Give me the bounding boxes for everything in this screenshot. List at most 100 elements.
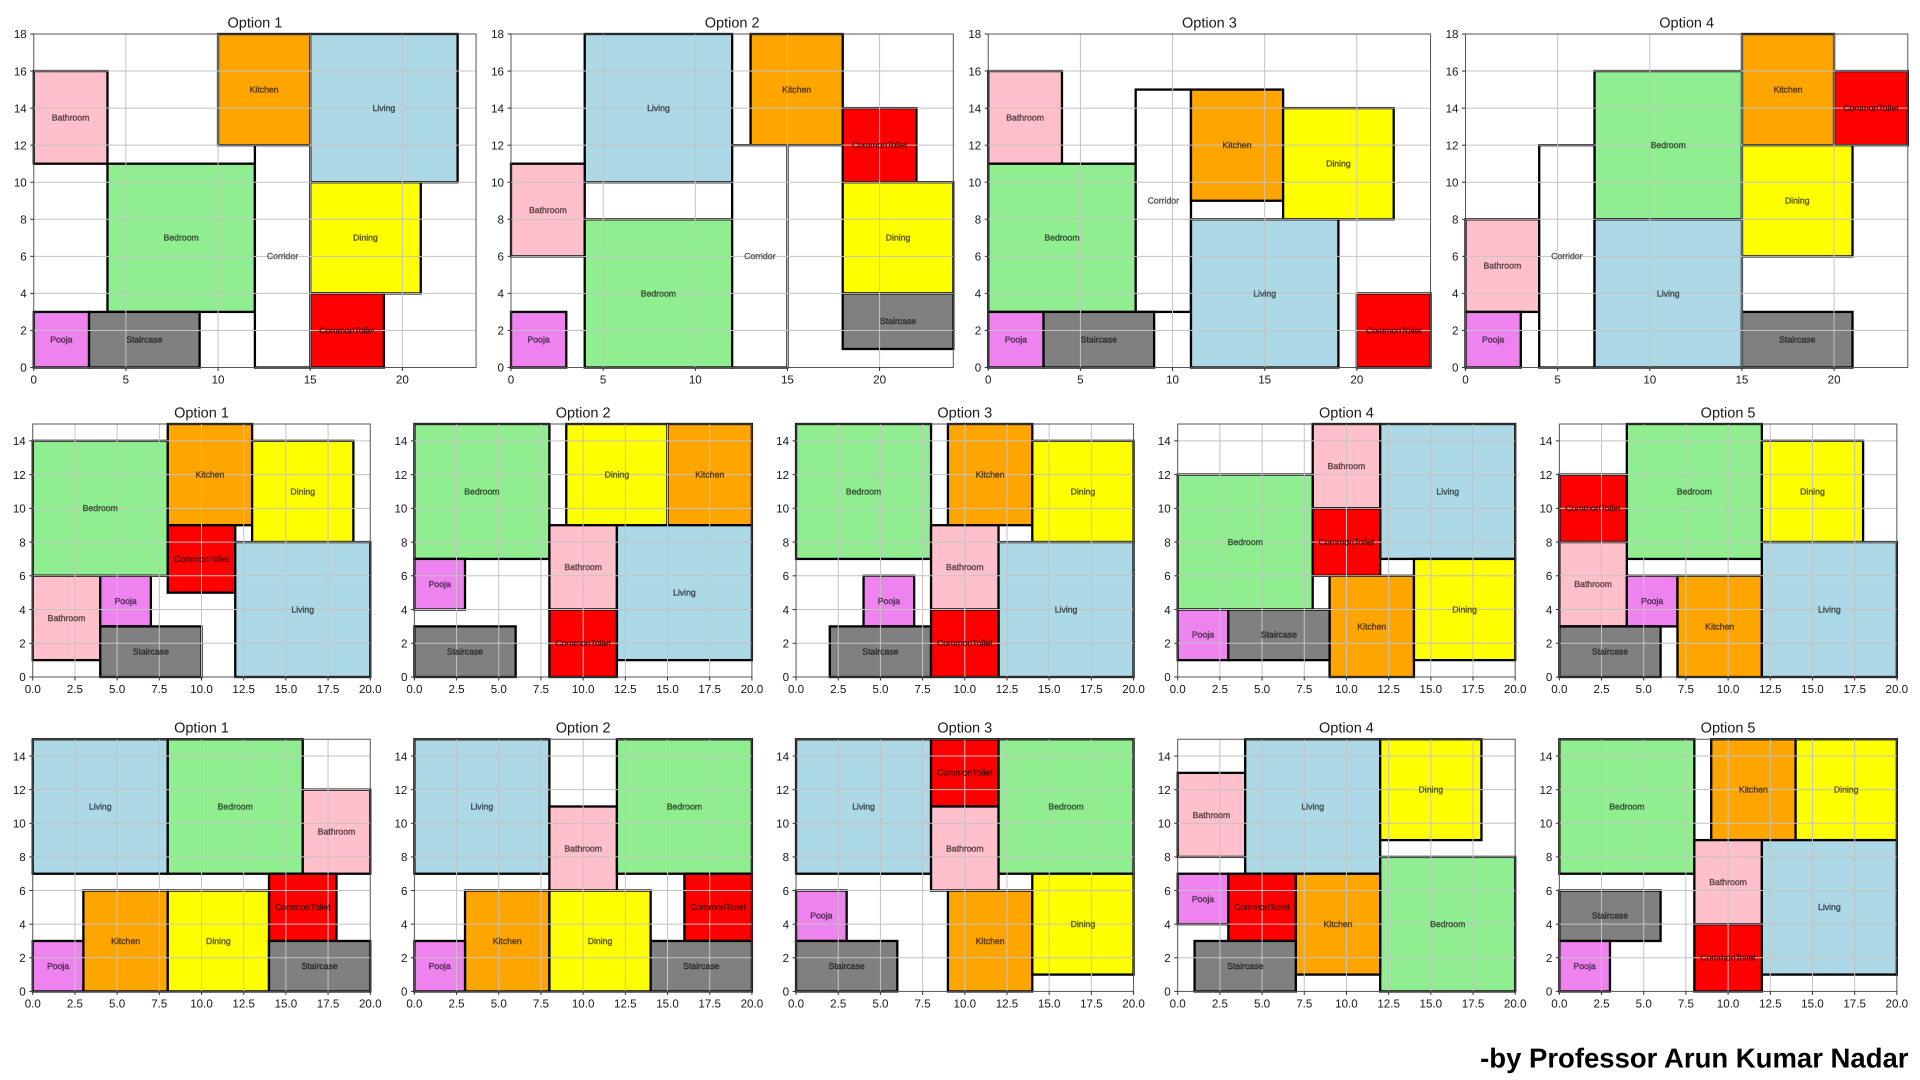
- svg-text:14: 14: [394, 750, 407, 763]
- svg-text:0.0: 0.0: [788, 997, 804, 1010]
- svg-text:20: 20: [1350, 373, 1363, 386]
- svg-text:0.0: 0.0: [406, 683, 422, 696]
- svg-text:Staircase: Staircase: [1592, 647, 1628, 657]
- svg-text:Staircase: Staircase: [862, 647, 898, 657]
- svg-text:Kitchen: Kitchen: [1774, 84, 1803, 94]
- svg-text:Living: Living: [1055, 604, 1078, 614]
- svg-text:10: 10: [1539, 818, 1552, 831]
- svg-text:0.0: 0.0: [1170, 997, 1186, 1010]
- svg-text:8: 8: [19, 536, 25, 549]
- svg-text:7.5: 7.5: [1678, 997, 1694, 1010]
- svg-text:Kitchen: Kitchen: [695, 469, 724, 479]
- svg-text:10: 10: [491, 176, 504, 189]
- svg-text:7.5: 7.5: [1678, 683, 1694, 696]
- svg-text:Kitchen: Kitchen: [250, 84, 279, 94]
- svg-text:Option 2: Option 2: [556, 721, 611, 737]
- svg-text:Bathroom: Bathroom: [1328, 461, 1366, 471]
- svg-text:2.5: 2.5: [1593, 683, 1609, 696]
- svg-text:2: 2: [1546, 638, 1552, 651]
- svg-text:20.0: 20.0: [1886, 997, 1909, 1010]
- svg-text:0: 0: [20, 362, 26, 375]
- svg-text:5.0: 5.0: [1254, 683, 1270, 696]
- svg-text:8: 8: [1546, 851, 1552, 864]
- svg-text:Option 4: Option 4: [1319, 721, 1374, 737]
- svg-text:10: 10: [1539, 503, 1552, 516]
- svg-text:17.5: 17.5: [1080, 997, 1103, 1010]
- svg-text:17.5: 17.5: [317, 683, 340, 696]
- svg-text:12.5: 12.5: [614, 997, 637, 1010]
- svg-text:5.0: 5.0: [109, 683, 125, 696]
- svg-text:17.5: 17.5: [1080, 683, 1103, 696]
- svg-text:12.5: 12.5: [1759, 683, 1782, 696]
- svg-text:12: 12: [1158, 469, 1171, 482]
- svg-text:5: 5: [123, 373, 129, 386]
- svg-text:12: 12: [776, 469, 789, 482]
- svg-text:CommonToilet: CommonToilet: [1366, 325, 1422, 335]
- svg-text:20: 20: [1828, 373, 1841, 386]
- svg-text:0: 0: [975, 362, 981, 375]
- svg-text:7.5: 7.5: [533, 997, 549, 1010]
- svg-text:7.5: 7.5: [915, 997, 931, 1010]
- svg-text:Bathroom: Bathroom: [48, 613, 86, 623]
- svg-text:Bedroom: Bedroom: [641, 288, 676, 298]
- svg-text:Dining: Dining: [1785, 196, 1810, 206]
- svg-text:12.5: 12.5: [614, 683, 637, 696]
- svg-text:2: 2: [19, 952, 25, 965]
- svg-text:Kitchen: Kitchen: [1324, 919, 1353, 929]
- svg-text:15.0: 15.0: [1420, 683, 1443, 696]
- svg-text:12: 12: [13, 469, 26, 482]
- svg-text:2: 2: [975, 325, 981, 338]
- svg-text:Option 1: Option 1: [227, 15, 282, 31]
- svg-text:15.0: 15.0: [1038, 683, 1061, 696]
- svg-text:Kitchen: Kitchen: [195, 469, 224, 479]
- svg-text:2.5: 2.5: [1593, 997, 1609, 1010]
- svg-text:5.0: 5.0: [491, 683, 507, 696]
- svg-text:Kitchen: Kitchen: [493, 936, 522, 946]
- svg-text:14: 14: [13, 750, 26, 763]
- svg-text:Corridor: Corridor: [1148, 196, 1179, 206]
- svg-text:5.0: 5.0: [491, 997, 507, 1010]
- svg-text:6: 6: [1452, 251, 1458, 264]
- svg-text:0: 0: [1462, 373, 1468, 386]
- svg-text:Bathroom: Bathroom: [1006, 112, 1044, 122]
- svg-text:0: 0: [1546, 986, 1552, 999]
- svg-text:14: 14: [491, 102, 504, 115]
- svg-text:17.5: 17.5: [1462, 683, 1485, 696]
- svg-text:Dining: Dining: [353, 233, 378, 243]
- svg-text:CommonToilet: CommonToilet: [1700, 953, 1756, 963]
- svg-text:2: 2: [401, 638, 407, 651]
- svg-text:12.5: 12.5: [996, 997, 1019, 1010]
- svg-text:10.0: 10.0: [954, 997, 977, 1010]
- svg-text:Pooja: Pooja: [1005, 335, 1027, 345]
- svg-text:Dining: Dining: [605, 469, 630, 479]
- svg-text:4: 4: [1164, 918, 1171, 931]
- svg-text:Option 3: Option 3: [937, 721, 992, 737]
- svg-text:15.0: 15.0: [1038, 997, 1061, 1010]
- svg-text:Pooja: Pooja: [1641, 596, 1663, 606]
- svg-text:10.0: 10.0: [190, 683, 213, 696]
- svg-text:17.5: 17.5: [317, 997, 340, 1010]
- svg-text:5: 5: [1554, 373, 1560, 386]
- svg-text:7.5: 7.5: [915, 683, 931, 696]
- svg-text:5.0: 5.0: [109, 997, 125, 1010]
- svg-text:6: 6: [783, 570, 789, 583]
- svg-text:2.5: 2.5: [67, 997, 83, 1010]
- svg-text:6: 6: [1164, 885, 1170, 898]
- svg-text:20: 20: [396, 373, 409, 386]
- svg-text:6: 6: [498, 251, 504, 264]
- svg-text:Option 2: Option 2: [705, 15, 760, 31]
- svg-text:Dining: Dining: [1071, 919, 1096, 929]
- svg-text:2: 2: [1164, 638, 1170, 651]
- svg-text:Bedroom: Bedroom: [83, 503, 118, 513]
- svg-text:17.5: 17.5: [1843, 997, 1866, 1010]
- svg-text:12.5: 12.5: [232, 683, 255, 696]
- svg-text:15.0: 15.0: [275, 683, 298, 696]
- svg-text:14: 14: [1158, 750, 1171, 763]
- svg-text:4: 4: [19, 918, 26, 931]
- svg-text:4: 4: [783, 604, 790, 617]
- svg-text:14: 14: [1539, 435, 1552, 448]
- svg-text:Dining: Dining: [1418, 785, 1443, 795]
- svg-text:10: 10: [1158, 818, 1171, 831]
- svg-text:CommonToilet: CommonToilet: [555, 638, 611, 648]
- svg-text:2: 2: [401, 952, 407, 965]
